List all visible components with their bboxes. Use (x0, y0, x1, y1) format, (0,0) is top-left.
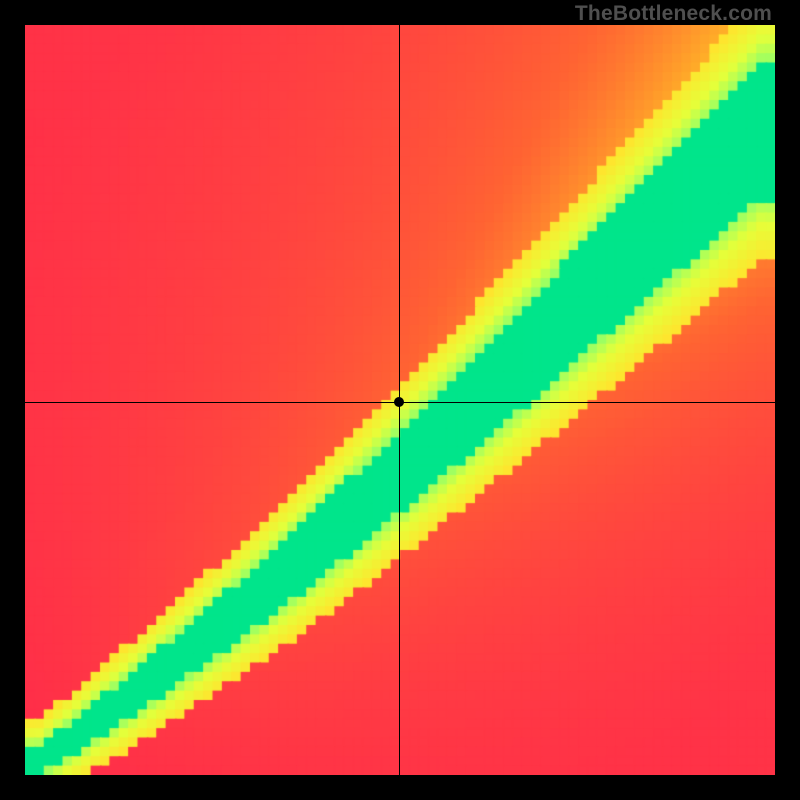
watermark-text: TheBottleneck.com (575, 2, 772, 26)
marker-point (394, 397, 404, 407)
chart-frame (25, 25, 775, 775)
